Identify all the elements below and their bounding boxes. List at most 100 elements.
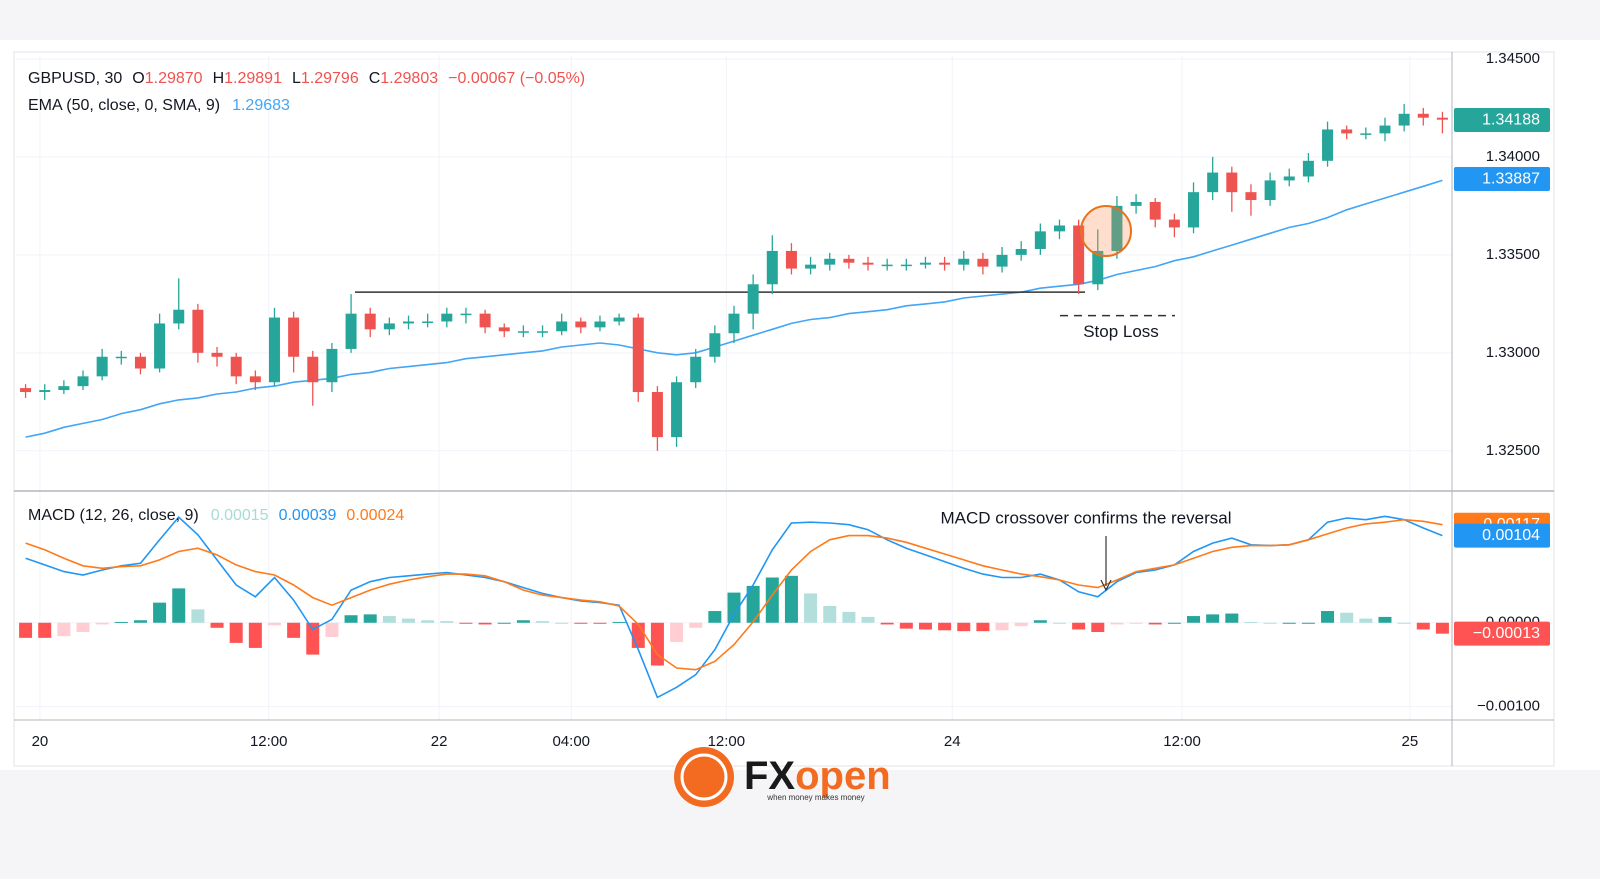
candle-body bbox=[134, 356, 146, 369]
histogram-bar bbox=[114, 621, 128, 623]
histogram-bar bbox=[191, 609, 205, 623]
candle-body bbox=[1073, 225, 1085, 285]
histogram-bar bbox=[899, 622, 913, 629]
x-tick-label: 20 bbox=[32, 733, 49, 750]
axes: 20 12:00 22 04:00 12:00 24 12:00 25 1.34500 1.340… bbox=[32, 50, 1550, 750]
candle-body bbox=[1207, 172, 1219, 193]
entry-circle bbox=[1080, 205, 1132, 257]
histogram-bar bbox=[1091, 622, 1105, 632]
histogram-bar bbox=[382, 616, 396, 623]
macd-annotation: MACD crossover confirms the reversal bbox=[941, 508, 1232, 527]
histogram-bar bbox=[38, 622, 52, 638]
histogram-bar bbox=[631, 622, 645, 648]
histogram-bar bbox=[593, 622, 607, 624]
candle-body bbox=[1417, 113, 1429, 118]
price-badge-label: 0.00104 bbox=[1482, 527, 1540, 544]
logo-tagline: when money makes money bbox=[766, 793, 864, 802]
histogram-bar bbox=[133, 620, 147, 623]
histogram-bar bbox=[248, 622, 262, 648]
symbol: GBPUSD, 30 bbox=[28, 70, 122, 87]
candle-body bbox=[805, 264, 817, 269]
histogram-bar bbox=[1263, 622, 1277, 624]
candle-body bbox=[1015, 248, 1027, 255]
candle-body bbox=[996, 254, 1008, 267]
candle-body bbox=[1034, 231, 1046, 249]
candle-body bbox=[403, 321, 415, 324]
candle-body bbox=[383, 323, 395, 330]
candle-body bbox=[1111, 205, 1123, 251]
price-badge-label: 1.33887 bbox=[1482, 170, 1540, 187]
candle-body bbox=[249, 376, 261, 383]
histogram-bar bbox=[516, 620, 530, 623]
ema-value: 1.29683 bbox=[232, 97, 290, 114]
histogram-bar bbox=[1033, 620, 1047, 623]
histogram-bar bbox=[1014, 622, 1028, 627]
candle-body bbox=[1302, 160, 1314, 177]
histogram-bar bbox=[555, 622, 569, 624]
candle-body bbox=[1226, 172, 1238, 193]
price-badge-label: −0.00013 bbox=[1473, 625, 1540, 642]
candle-body bbox=[211, 352, 223, 357]
histogram-bar bbox=[670, 622, 684, 643]
candle-body bbox=[96, 356, 108, 377]
histogram-bar bbox=[497, 622, 511, 624]
histogram-bar bbox=[287, 622, 301, 638]
candle-body bbox=[671, 382, 683, 438]
histogram-bar bbox=[1110, 622, 1124, 625]
candle-body bbox=[1130, 201, 1142, 206]
y-tick-label: 1.34500 bbox=[1486, 50, 1540, 67]
candle-body bbox=[479, 313, 491, 328]
price-legend: GBPUSD, 30 O1.29870 H1.29891 L1.29796 C1.298… bbox=[28, 70, 585, 87]
candle-body bbox=[747, 284, 759, 314]
logo: FXopen when money makes money bbox=[674, 747, 891, 807]
histogram-bar bbox=[1225, 613, 1239, 623]
x-tick-label: 22 bbox=[431, 733, 448, 750]
change-value: −0.00067 (−0.05%) bbox=[448, 70, 585, 87]
histogram-bar bbox=[153, 602, 167, 623]
candle-body bbox=[537, 331, 549, 333]
macd-value: 0.00039 bbox=[279, 507, 337, 524]
y-tick-label: −0.00100 bbox=[1477, 698, 1540, 715]
candle-body bbox=[307, 356, 319, 383]
candle-body bbox=[1053, 225, 1065, 232]
histogram-bar bbox=[727, 592, 741, 623]
candle-body bbox=[517, 331, 529, 333]
y-tick-label: 1.34000 bbox=[1486, 148, 1540, 165]
histogram-bar bbox=[421, 620, 435, 623]
candle-body bbox=[939, 262, 951, 265]
histogram-bar bbox=[57, 622, 71, 637]
candle-body bbox=[651, 392, 663, 438]
candle-body bbox=[498, 327, 510, 332]
histogram-bar bbox=[172, 588, 186, 623]
x-tick-label: 12:00 bbox=[250, 733, 288, 750]
histogram-bar bbox=[19, 622, 33, 638]
y-tick-label: 1.33500 bbox=[1486, 246, 1540, 263]
histogram-bar bbox=[306, 622, 320, 655]
candle-body bbox=[881, 264, 893, 267]
histogram-bar bbox=[804, 593, 818, 623]
high-label: H bbox=[213, 70, 225, 87]
candle-body bbox=[1245, 192, 1257, 200]
histogram-bar bbox=[1435, 622, 1449, 634]
close-label: C bbox=[369, 70, 381, 87]
x-tick-label: 12:00 bbox=[1163, 733, 1201, 750]
candle-body bbox=[20, 388, 32, 393]
candle-body bbox=[690, 356, 702, 383]
histogram-bar bbox=[325, 622, 339, 638]
candle-body bbox=[1264, 180, 1276, 200]
chart-frame bbox=[13, 51, 1555, 767]
histogram-bar bbox=[995, 622, 1009, 631]
histogram-bar bbox=[210, 622, 224, 628]
candle-body bbox=[1436, 117, 1448, 120]
histogram-bar bbox=[402, 618, 416, 623]
histogram-bar bbox=[708, 611, 722, 623]
histogram-bar bbox=[95, 622, 109, 625]
y-tick-label: 1.32500 bbox=[1486, 442, 1540, 459]
candle-body bbox=[1360, 133, 1372, 135]
histogram-bar bbox=[478, 622, 492, 625]
y-tick-label: 1.33000 bbox=[1486, 344, 1540, 361]
histogram-bar bbox=[784, 575, 798, 623]
histogram-bar bbox=[1052, 622, 1066, 624]
candle-body bbox=[460, 313, 472, 316]
